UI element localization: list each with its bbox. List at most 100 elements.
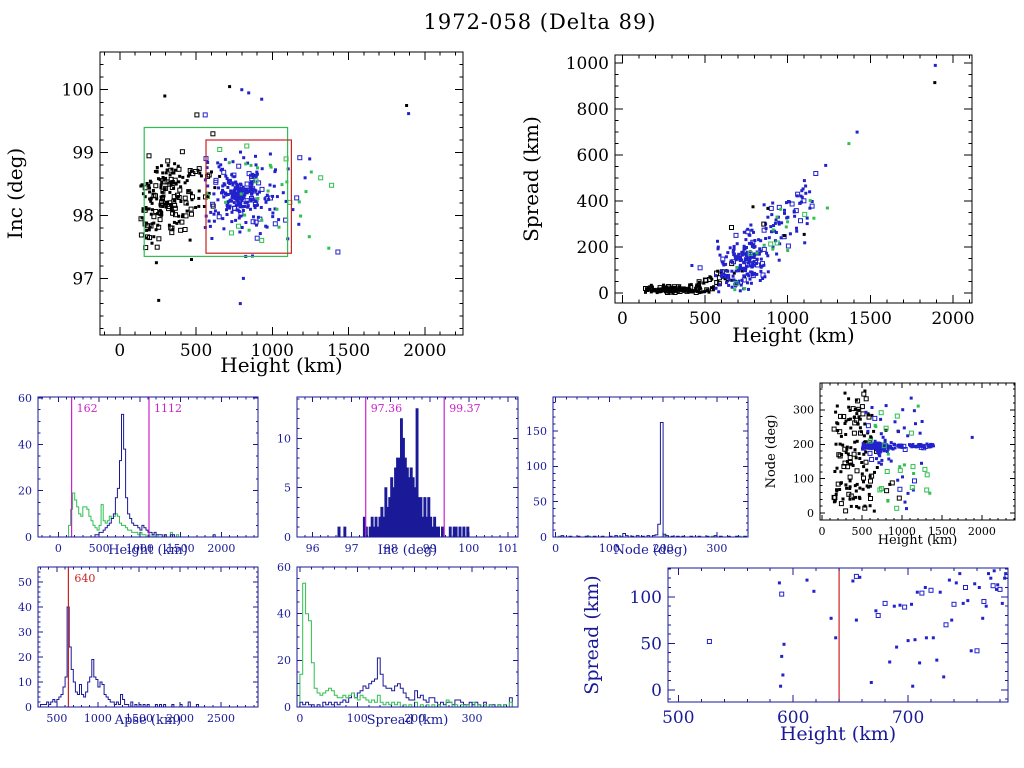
svg-text:40: 40 [277,608,291,621]
svg-text:1112: 1112 [154,402,182,415]
svg-text:0: 0 [114,341,125,361]
panel-spread-histogram: 0 100 200 300 0 20 40 60 Spread (km) [277,561,519,728]
svg-text:20: 20 [277,654,291,667]
svg-text:50: 50 [640,634,662,654]
svg-text:100: 100 [62,81,94,101]
svg-text:99: 99 [423,542,437,555]
svg-text:150: 150 [526,425,547,438]
svg-text:0: 0 [25,701,32,714]
panel-apse-histogram: 640 500 1000 1500 2000 2500 0 10 20 30 40 50 Apse (k… [18,566,259,728]
svg-text:2500: 2500 [207,712,235,725]
svg-text:1000: 1000 [566,54,609,74]
svg-text:Spread (km): Spread (km) [581,575,603,694]
svg-text:0: 0 [296,712,303,725]
svg-text:1000: 1000 [126,542,154,555]
svg-text:5: 5 [284,482,291,495]
svg-text:400: 400 [577,192,609,212]
svg-text:97: 97 [72,269,94,289]
svg-text:0: 0 [25,531,32,544]
svg-text:500: 500 [662,708,694,728]
svg-text:1000: 1000 [888,525,916,538]
svg-text:98: 98 [384,542,398,555]
svg-text:Height (km): Height (km) [220,353,342,377]
svg-text:0: 0 [651,681,662,701]
panel-node-vs-height-scatter: 0 500 1000 1500 2000 0 100 200 300 Height (km) Nod… [764,382,1016,548]
svg-text:100: 100 [526,460,547,473]
svg-text:200: 200 [793,438,814,451]
svg-text:0: 0 [807,507,814,520]
svg-text:500: 500 [851,525,872,538]
svg-text:0: 0 [55,542,62,555]
svg-text:1000: 1000 [251,341,294,361]
svg-text:97.36: 97.36 [371,402,403,415]
svg-text:100: 100 [458,542,479,555]
svg-text:97: 97 [345,542,359,555]
svg-text:40: 40 [18,601,32,614]
svg-text:99: 99 [72,144,94,164]
svg-text:1000: 1000 [766,309,809,329]
svg-text:500: 500 [89,542,110,555]
svg-text:0: 0 [818,525,825,538]
svg-text:0: 0 [617,309,628,329]
svg-text:Node (deg): Node (deg) [614,543,688,558]
svg-text:20: 20 [18,485,32,498]
svg-text:100: 100 [793,473,814,486]
svg-text:200: 200 [653,542,674,555]
svg-text:Height (km): Height (km) [878,533,958,548]
panel-spread-vs-height-zoom: 500 600 700 0 50 100 Height (km) Spread (km) [581,567,1009,745]
svg-text:Height (km): Height (km) [732,323,854,347]
svg-text:640: 640 [74,572,95,585]
svg-text:500: 500 [689,309,721,329]
svg-text:60: 60 [18,392,32,405]
svg-text:0: 0 [540,531,547,544]
svg-text:1500: 1500 [327,341,370,361]
svg-text:96: 96 [306,542,320,555]
svg-text:1500: 1500 [125,712,153,725]
panel-inc-vs-height-scatter: 0 500 1000 1500 2000 97 98 99 100 Height (km) Inc … [3,51,464,377]
svg-text:2000: 2000 [207,542,235,555]
svg-text:800: 800 [577,100,609,120]
panel-spread-vs-height-scatter: 0 500 1000 1500 200002004006008001000Height … [519,54,975,347]
svg-text:50: 50 [18,576,32,589]
svg-text:10: 10 [277,432,291,445]
svg-text:600: 600 [777,708,809,728]
svg-text:Apse (km): Apse (km) [114,713,182,728]
svg-text:0: 0 [598,284,609,304]
svg-text:1500: 1500 [167,542,195,555]
svg-text:40: 40 [18,438,32,451]
svg-text:162: 162 [77,402,98,415]
svg-text:Inc (deg): Inc (deg) [378,543,437,558]
svg-text:300: 300 [793,404,814,417]
svg-text:700: 700 [892,708,924,728]
svg-text:Spread (km): Spread (km) [367,713,449,728]
svg-text:200: 200 [404,712,425,725]
panel-inc-histogram: 97.36 99.37 96 97 98 99 100 101 0 5 10 Inc (deg) [277,396,519,558]
svg-text:98: 98 [72,206,94,226]
svg-text:10: 10 [18,676,32,689]
svg-text:500: 500 [46,712,67,725]
svg-text:2000: 2000 [968,525,996,538]
svg-text:0: 0 [284,531,291,544]
panel-node-histogram: 0 100 200 300 0 50 100 150 Node (deg) [526,396,749,558]
svg-text:100: 100 [630,588,662,608]
svg-text:1000: 1000 [84,712,112,725]
svg-text:Height (km): Height (km) [108,543,188,558]
svg-text:20: 20 [18,651,32,664]
svg-text:600: 600 [577,146,609,166]
svg-text:200: 200 [577,238,609,258]
svg-text:300: 300 [706,542,727,555]
panel-height-histogram: 162 1112 0 500 1000 1500 2000 0 20 40 60 Height (km… [18,392,259,558]
svg-text:100: 100 [347,712,368,725]
svg-text:2000: 2000 [931,309,974,329]
svg-text:0: 0 [284,701,291,714]
svg-text:Node (deg): Node (deg) [764,415,779,489]
svg-text:1500: 1500 [928,525,956,538]
svg-text:30: 30 [18,626,32,639]
svg-text:1500: 1500 [849,309,892,329]
svg-text:2000: 2000 [166,712,194,725]
svg-text:300: 300 [462,712,483,725]
svg-text:Inc (deg): Inc (deg) [3,148,27,239]
svg-text:Height (km): Height (km) [780,723,896,745]
svg-text:99.37: 99.37 [449,402,481,415]
